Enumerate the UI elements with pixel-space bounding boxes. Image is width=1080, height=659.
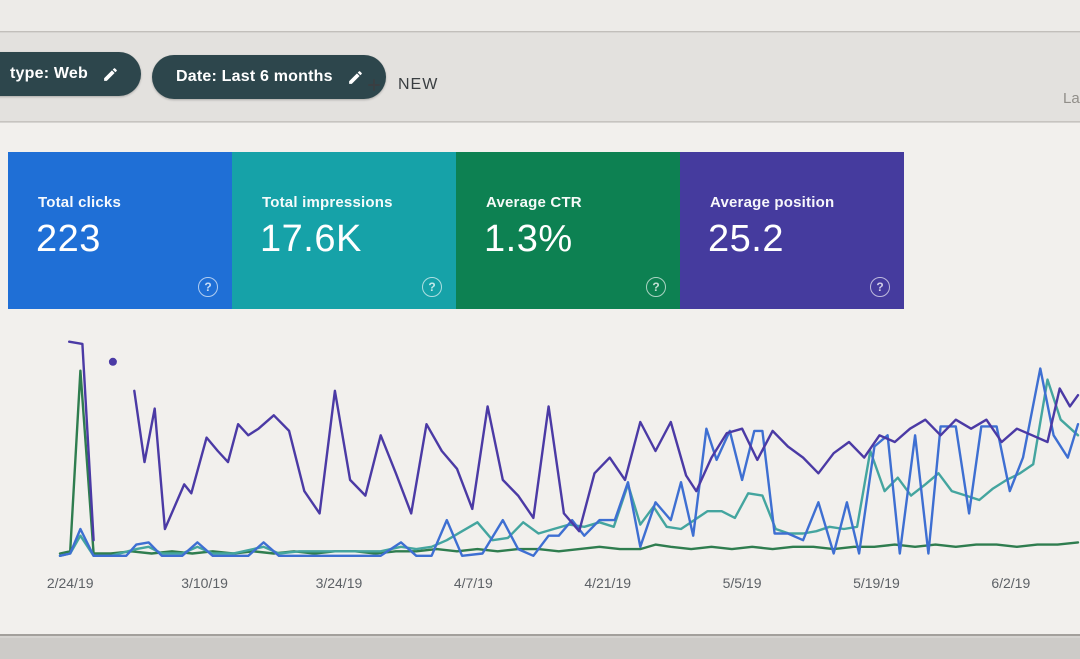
x-axis-tick-label: 5/19/19 (853, 575, 900, 591)
performance-line-chart[interactable] (58, 335, 1080, 558)
x-axis-tick-label: 2/24/19 (46, 575, 94, 591)
card-value: 25.2 (708, 218, 784, 260)
x-axis-tick-label: 6/2/19 (991, 575, 1031, 591)
x-axis-tick-label: 5/5/19 (722, 575, 762, 591)
chart-canvas (58, 340, 1080, 558)
average-position-line-segment-0 (67, 340, 95, 542)
total-clicks-line (58, 367, 1080, 558)
new-filter-button-label: NEW (398, 76, 439, 93)
metric-cards-row: Total clicks 223 ? Total impressions 17.… (8, 152, 904, 309)
help-icon[interactable]: ? (422, 277, 442, 297)
x-axis-tick-label: 4/7/19 (453, 575, 493, 591)
metric-card-average-position[interactable]: Average position 25.2 ? (680, 152, 904, 309)
metric-card-total-impressions[interactable]: Total impressions 17.6K ? (232, 152, 456, 309)
card-title: Average CTR (486, 194, 582, 211)
pencil-icon (104, 67, 117, 81)
filter-chip-search-type-label: type: Web (10, 65, 88, 82)
card-title: Total clicks (38, 194, 121, 211)
card-title: Total impressions (262, 194, 393, 211)
metric-card-average-ctr[interactable]: Average CTR 1.3% ? (456, 152, 680, 309)
filter-chip-search-type[interactable]: type: Web (0, 52, 141, 96)
filter-chip-date-range-label: Date: Last 6 months (176, 68, 333, 85)
card-value: 1.3% (484, 218, 573, 260)
pencil-icon (348, 70, 362, 84)
card-value: 223 (36, 218, 101, 260)
performance-report-panel: Total clicks 223 ? Total impressions 17.… (0, 123, 1080, 636)
new-filter-button[interactable]: NEW (364, 66, 438, 104)
x-axis-tick-label: 3/10/19 (181, 575, 228, 591)
filter-chip-date-range[interactable]: Date: Last 6 months (152, 55, 386, 99)
top-strip (0, 0, 1080, 32)
card-title: Average position (710, 194, 835, 211)
metric-card-total-clicks[interactable]: Total clicks 223 ? (8, 152, 232, 309)
x-axis-tick-label: 4/21/19 (584, 575, 632, 591)
help-icon[interactable]: ? (646, 277, 666, 297)
help-icon[interactable]: ? (198, 277, 218, 297)
last-updated-partial-text: La (1063, 90, 1080, 107)
average-position-line-segment-1 (133, 387, 1080, 533)
plus-icon (368, 79, 380, 91)
help-icon[interactable]: ? (870, 277, 890, 297)
filter-bar: type: Web Date: Last 6 months NEW La (0, 33, 1080, 122)
x-axis-tick-label: 3/24/19 (315, 575, 363, 591)
card-value: 17.6K (260, 218, 362, 260)
average-position-line-isolated-point (108, 357, 117, 366)
x-axis-labels: 2/24/19 3/10/19 3/24/19 4/7/19 4/21/19 5/5/19… (47, 575, 1078, 595)
page-background-bottom (0, 638, 1080, 659)
